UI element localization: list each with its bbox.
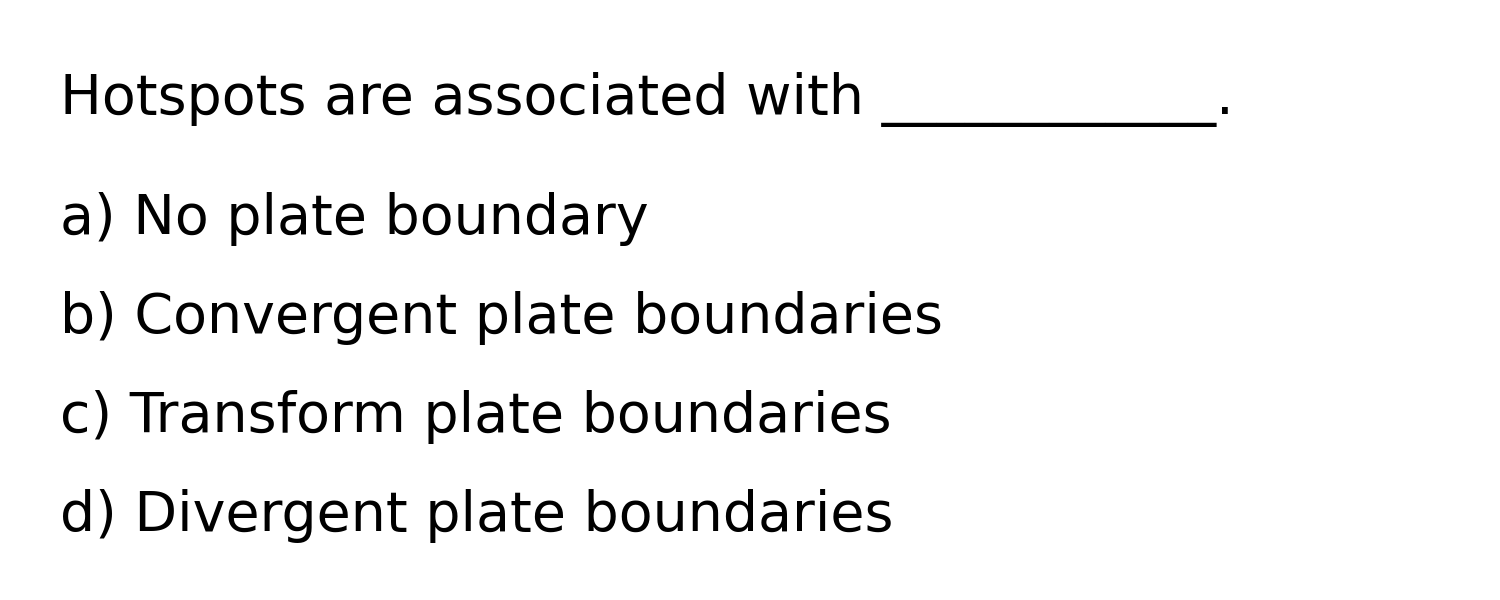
Text: a) No plate boundary: a) No plate boundary: [60, 192, 648, 246]
Text: Hotspots are associated with ____________.: Hotspots are associated with ___________…: [60, 72, 1233, 127]
Text: d) Divergent plate boundaries: d) Divergent plate boundaries: [60, 489, 894, 543]
Text: c) Transform plate boundaries: c) Transform plate boundaries: [60, 390, 891, 444]
Text: b) Convergent plate boundaries: b) Convergent plate boundaries: [60, 291, 944, 345]
